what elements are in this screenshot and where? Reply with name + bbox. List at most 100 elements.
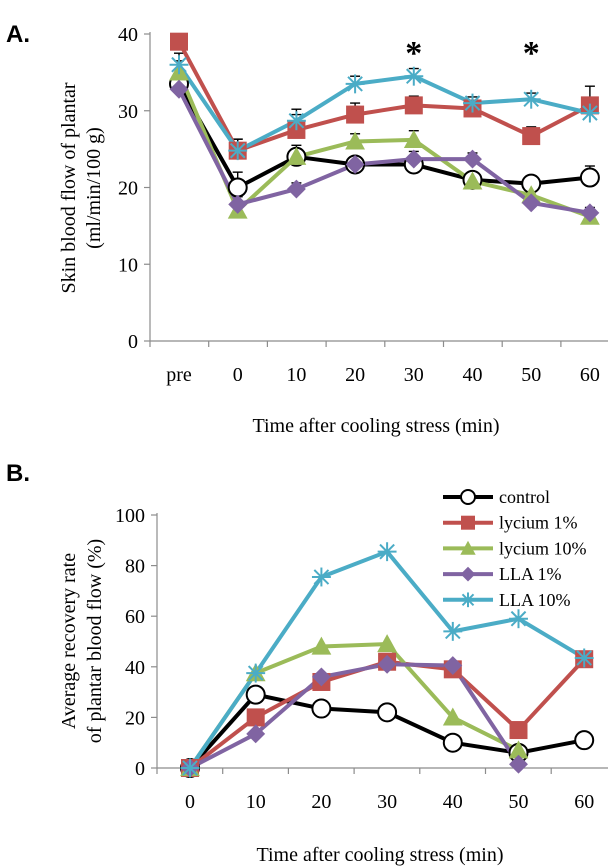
y-tick-labels-b: 0 20 40 60 80 100 [115, 505, 145, 780]
x-axis-label-b: Time after cooling stress (min) [256, 844, 503, 866]
series-markers-b [180, 542, 595, 778]
y-axis-label-line-2: (ml/min/100 g) [83, 127, 105, 249]
marker-control-60 [579, 167, 600, 188]
marker-lla-1-40-shape [463, 149, 482, 169]
y-axis-label-line-1: Skin blood flow of plantar [58, 82, 80, 293]
marker-control-30 [377, 702, 398, 723]
y-tick-label-10: 10 [118, 254, 138, 276]
marker-lycium-1-50 [509, 721, 528, 740]
legend-marker-lla-1-shape [460, 566, 476, 582]
marker-lla-10-60-stroke-d2 [582, 105, 598, 121]
y-tick-label-30: 30 [118, 101, 138, 123]
marker-lycium-1-30 [404, 96, 423, 115]
legend-marker-lycium-1 [461, 515, 475, 530]
marker-lycium-1-30-shape [404, 96, 423, 115]
marker-lla-10-30-stroke-d2 [379, 543, 395, 560]
chart-panel-a: A. Skin blood flow of plantar (ml/min/100… [6, 21, 608, 437]
x-tick-label-pre: pre [166, 364, 192, 386]
marker-lla-10-pre-stroke-d2 [171, 56, 187, 73]
x-tick-label-50: 50 [521, 364, 541, 386]
marker-lla-1-30 [377, 654, 397, 674]
marker-lycium-1-50 [522, 127, 541, 146]
y-tick-label-80: 80 [125, 556, 145, 578]
marker-lla-10-30-stroke-d2 [406, 68, 422, 85]
marker-lla-1-20-shape [345, 155, 365, 174]
legend-entry-lycium-10: lycium 10% [443, 538, 587, 558]
significance-star-30: * [405, 35, 422, 72]
y-axis-label-line-1: Average recovery rate [58, 553, 80, 729]
marker-lla-1-0 [228, 194, 248, 214]
panel-label-b: B. [6, 460, 30, 487]
marker-lla-10-60 [574, 648, 594, 668]
marker-lla-1-20 [345, 155, 365, 174]
marker-lla-1-60 [580, 203, 600, 223]
marker-lycium-1-50-shape [522, 127, 541, 146]
marker-lycium-10-40-shape [442, 707, 463, 726]
y-tick-label-20: 20 [118, 178, 138, 200]
marker-control-60 [574, 730, 595, 751]
series-line-lycium-10 [188, 642, 520, 770]
legend-entry-lycium-1: lycium 1% [443, 513, 578, 533]
marker-lycium-1-pre [170, 32, 188, 51]
x-tick-label-10: 10 [246, 791, 266, 813]
legend-marker-lla-1 [460, 566, 476, 582]
y-axis-label-a: Skin blood flow of plantar (ml/min/100 g) [58, 82, 105, 293]
marker-lla-10-pre [169, 55, 189, 75]
x-tick-label-10: 10 [286, 364, 306, 386]
marker-control-0 [227, 177, 248, 198]
marker-control-20-shape [311, 698, 332, 719]
chart-panel-b: B. Average recovery rate of plantar blood… [6, 460, 608, 866]
marker-control-0-shape [227, 177, 248, 198]
panel-label-a: A. [6, 21, 30, 48]
y-axis-label-line-2: of plantar blood flow (%) [84, 539, 106, 743]
marker-control-40 [442, 732, 463, 753]
axes-b [151, 513, 608, 774]
legend-label-lla-10: LLA 10% [499, 590, 571, 610]
marker-lycium-10-10 [286, 146, 307, 165]
marker-lla-10-40 [443, 621, 463, 641]
marker-lla-10-20-stroke-d2 [313, 569, 330, 585]
marker-lla-10-60 [580, 103, 600, 123]
marker-lla-1-50-shape [509, 754, 528, 774]
marker-lla-10-50 [509, 609, 528, 629]
y-tick-label-100: 100 [115, 505, 145, 527]
series-line-lla-1 [177, 88, 591, 215]
x-tick-label-40: 40 [463, 364, 483, 386]
marker-lla-1-30 [404, 149, 424, 169]
x-tick-labels-b: 0 10 20 30 40 50 60 [185, 791, 594, 813]
marker-lla-1-pre [169, 79, 189, 99]
x-tick-label-20: 20 [345, 364, 365, 386]
marker-lla-10-30 [404, 66, 424, 86]
y-tick-label-40: 40 [125, 657, 145, 679]
marker-lla-1-10 [246, 724, 266, 744]
marker-lla-10-20 [345, 74, 365, 94]
marker-lycium-1-pre-shape [170, 32, 188, 51]
marker-lla-10-0-stroke-d2 [182, 760, 198, 776]
x-tick-label-20: 20 [311, 791, 331, 813]
y-tick-label-20: 20 [125, 707, 145, 729]
marker-lycium-10-30 [377, 634, 397, 653]
marker-lla-10-40-stroke-d2 [464, 95, 481, 111]
y-tick-label-40: 40 [118, 24, 138, 46]
legend-marker-lycium-10 [460, 540, 476, 555]
marker-lla-1-10 [286, 179, 306, 199]
marker-control-60-shape [579, 167, 600, 188]
marker-control-10-shape [245, 684, 266, 705]
marker-lycium-1-10 [246, 708, 265, 727]
marker-lycium-1-20 [346, 105, 365, 124]
marker-lla-10-0 [228, 141, 248, 161]
marker-lla-1-40 [443, 656, 463, 675]
y-tick-labels-a: 0 10 20 30 40 [118, 24, 138, 353]
marker-lla-10-20 [311, 567, 331, 587]
significance-annotations-a: * * [405, 35, 539, 72]
marker-control-20 [311, 698, 332, 719]
marker-lycium-10-50 [508, 740, 529, 759]
legend-marker-lycium-10-shape [460, 540, 476, 555]
marker-lla-1-40-shape [443, 656, 463, 675]
marker-control-40-shape [442, 732, 463, 753]
marker-lla-10-10-stroke-d2 [288, 112, 305, 129]
series-line-lla-1 [189, 662, 521, 770]
x-tick-label-30: 30 [377, 791, 397, 813]
x-tick-labels-a: pre 0 10 20 30 40 50 60 [166, 364, 600, 386]
significance-star-50: * [523, 35, 540, 72]
